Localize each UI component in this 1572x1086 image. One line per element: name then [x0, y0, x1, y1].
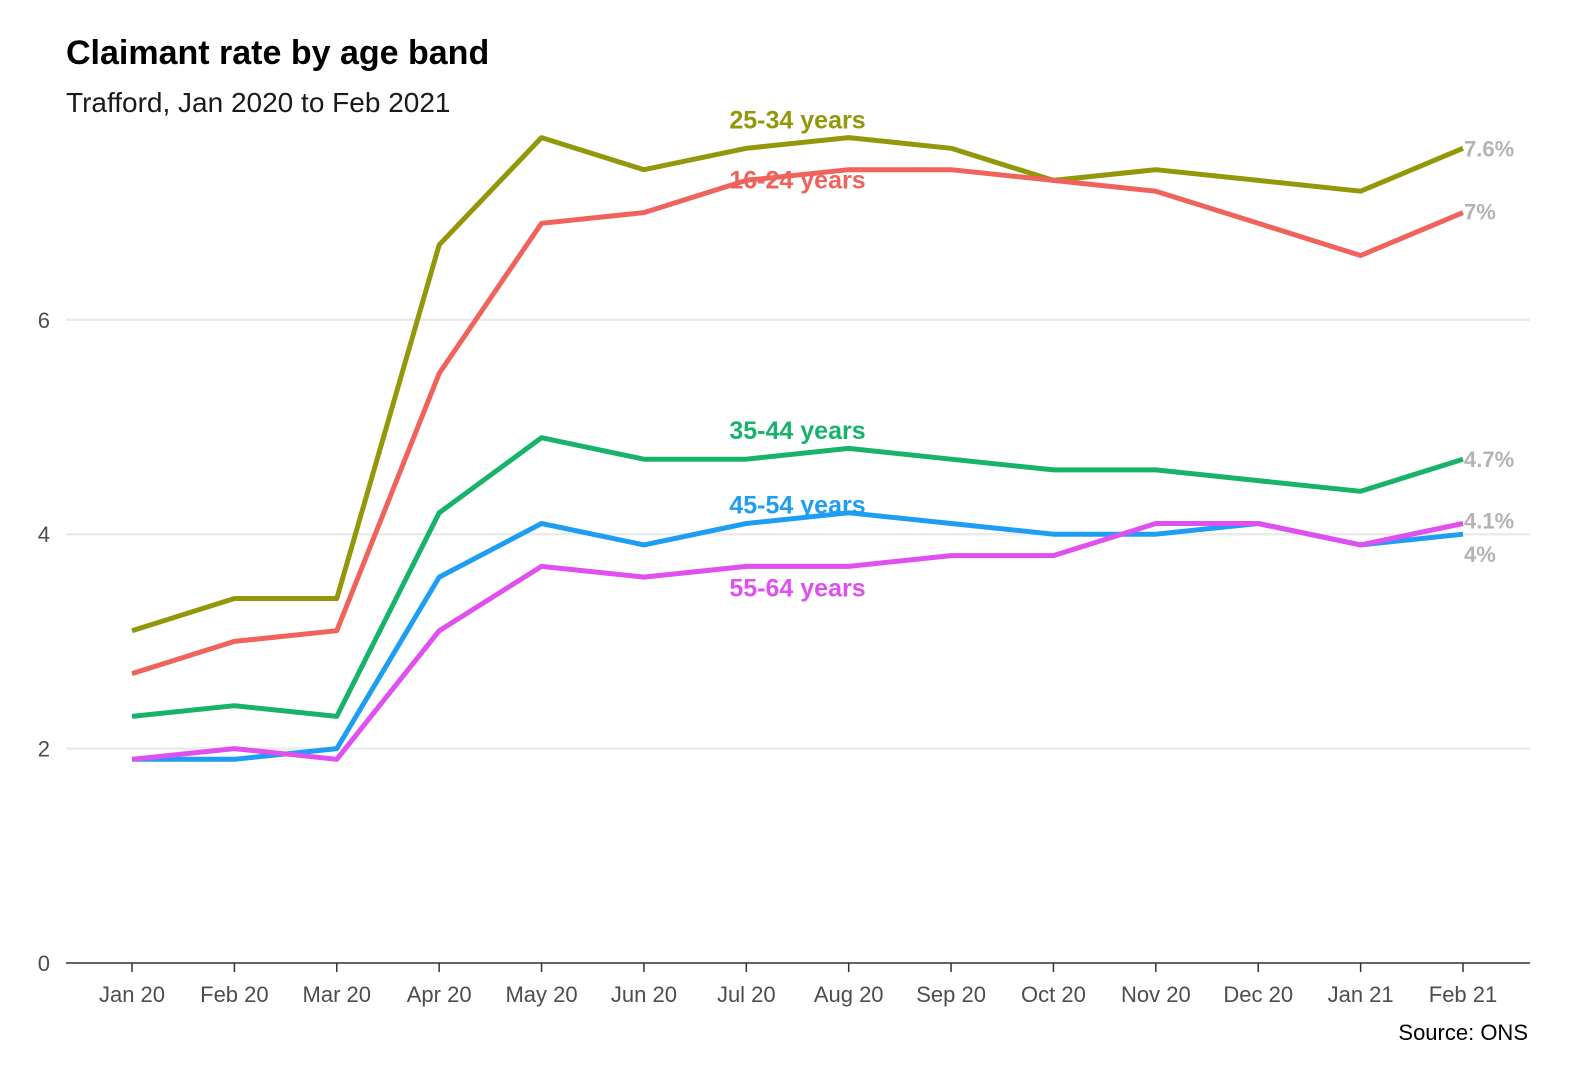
end-value-label: 4.7% [1464, 447, 1514, 472]
y-tick-label: 4 [38, 522, 50, 547]
x-tick-label: Nov 20 [1121, 982, 1191, 1007]
x-tick-label: Oct 20 [1021, 982, 1086, 1007]
x-tick-label: Feb 20 [200, 982, 269, 1007]
source-caption: Source: ONS [1398, 1020, 1528, 1045]
series-labels: 25-34 years 16-24 years 35-44 years 45-54 y… [729, 106, 865, 602]
end-value-label: 4% [1464, 542, 1496, 567]
series-name-label: 45-54 years [729, 491, 865, 519]
end-value-labels: 7.6% 7% 4.7% 4% 4.1% [1464, 136, 1514, 567]
x-tick-label: Feb 21 [1429, 982, 1498, 1007]
end-value-label: 7.6% [1464, 136, 1514, 161]
x-tick-label: Jun 20 [611, 982, 677, 1007]
end-value-label: 4.1% [1464, 508, 1514, 533]
series-line [131, 167, 1464, 676]
series-line [131, 135, 1464, 634]
x-tick-label: May 20 [505, 982, 577, 1007]
series-name-label: 25-34 years [729, 106, 865, 134]
y-axis-tick-labels: 0 2 4 6 [38, 308, 50, 976]
series-line [131, 521, 1464, 762]
x-axis: Jan 20 Feb 20 Mar 20 Apr 20 May 20 Jun 20 Jul … [99, 963, 1497, 1007]
x-tick-label: Jul 20 [717, 982, 776, 1007]
end-value-label: 7% [1464, 200, 1496, 225]
series-name-label: 16-24 years [729, 166, 865, 194]
chart-title: Claimant rate by age band [66, 34, 489, 72]
chart-subtitle: Trafford, Jan 2020 to Feb 2021 [66, 87, 450, 118]
series-line [132, 510, 1464, 762]
y-tick-label: 2 [38, 737, 50, 762]
x-tick-label: Dec 20 [1223, 982, 1293, 1007]
x-tick-label: Apr 20 [407, 982, 472, 1007]
series-name-label: 55-64 years [729, 574, 865, 602]
x-tick-label: Jan 20 [99, 982, 165, 1007]
series-lines [131, 135, 1464, 762]
series-name-label: 35-44 years [729, 417, 865, 445]
x-tick-label: Aug 20 [814, 982, 884, 1007]
y-tick-label: 0 [38, 951, 50, 976]
series-line [131, 435, 1464, 719]
x-tick-label: Mar 20 [303, 982, 371, 1007]
gridlines [66, 318, 1530, 750]
x-tick-label: Sep 20 [916, 982, 986, 1007]
y-tick-label: 6 [38, 308, 50, 333]
x-tick-label: Jan 21 [1328, 982, 1394, 1007]
